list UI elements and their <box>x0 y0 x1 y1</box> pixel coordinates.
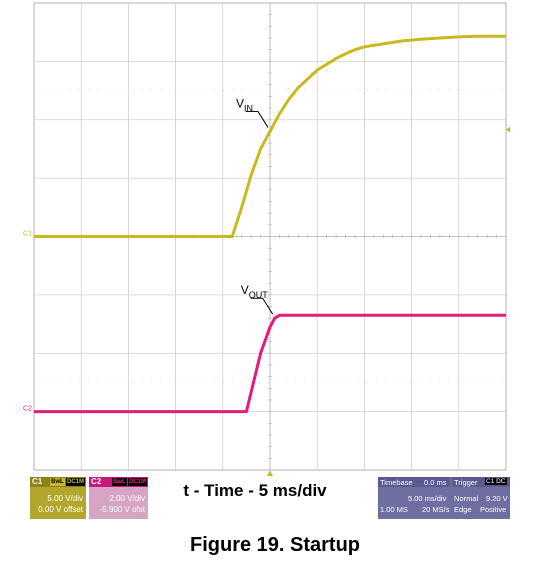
channel-1-header: C1 BwL DC1M <box>30 477 86 487</box>
trigger-badge: C1 DC <box>485 478 507 485</box>
channel-1-level-marker: C1 <box>23 231 32 238</box>
trigger-mode: Normal <box>454 494 479 503</box>
channel-1-scale: 5.00 V/div <box>47 494 83 503</box>
timebase-value: 0.0 ms <box>424 478 447 487</box>
timebase-header <box>378 477 450 487</box>
annotation-2-label: VOUT <box>241 283 269 300</box>
channel-1-panel: C1 BwL DC1M 5.00 V/div 0.00 V offset <box>30 477 86 519</box>
trigger-header <box>452 477 510 487</box>
channel-2-scale: 2.00 V/div <box>109 494 145 503</box>
trigger-position-marker <box>267 470 273 476</box>
annotation-1-label: VIN <box>236 96 253 113</box>
channel-1-coupling-badge: DC1M <box>66 478 86 486</box>
trigger-label: Trigger <box>454 478 478 487</box>
trigger-level-marker <box>506 126 510 133</box>
channel-1-tag: C1 <box>32 477 43 486</box>
trigger-level: 9.20 V <box>486 494 508 503</box>
annotation-1-leader <box>257 111 269 128</box>
channel-2-level-marker: C2 <box>23 406 32 413</box>
trigger-type: Edge <box>454 505 472 514</box>
channel-2-coupling-badge: DC1M <box>128 478 148 486</box>
channel-2-panel: C2 BwL DC1M 2.00 V/div -5.900 V ofst <box>89 477 148 519</box>
annotation-2-leader <box>262 297 274 315</box>
timebase-rate: 20 MS/s <box>422 505 450 514</box>
series-line-2 <box>34 313 506 414</box>
series-line-1 <box>34 34 506 238</box>
trigger-slope: Positive <box>480 505 507 514</box>
timebase-div: 5.00 ms/div <box>408 494 447 503</box>
timebase-trigger-panel: Timebase 0.0 ms Trigger C1 DC 5.00 ms/di… <box>378 477 510 519</box>
x-axis-label: t - Time - 5 ms/div <box>183 481 327 500</box>
channel-2-bw-badge: BwL <box>112 478 127 486</box>
channel-2-offset: -5.900 V ofst <box>99 505 145 514</box>
channel-1-bw-badge: BwL <box>50 478 65 486</box>
timebase-label: Timebase <box>380 478 413 487</box>
timebase-samples: 1.00 MS <box>380 505 408 514</box>
channel-1-offset: 0.00 V offset <box>38 505 83 514</box>
figure-caption: Figure 19. Startup <box>189 534 361 556</box>
channel-2-tag: C2 <box>91 477 102 486</box>
channel-2-header: C2 BwL DC1M <box>89 477 148 487</box>
